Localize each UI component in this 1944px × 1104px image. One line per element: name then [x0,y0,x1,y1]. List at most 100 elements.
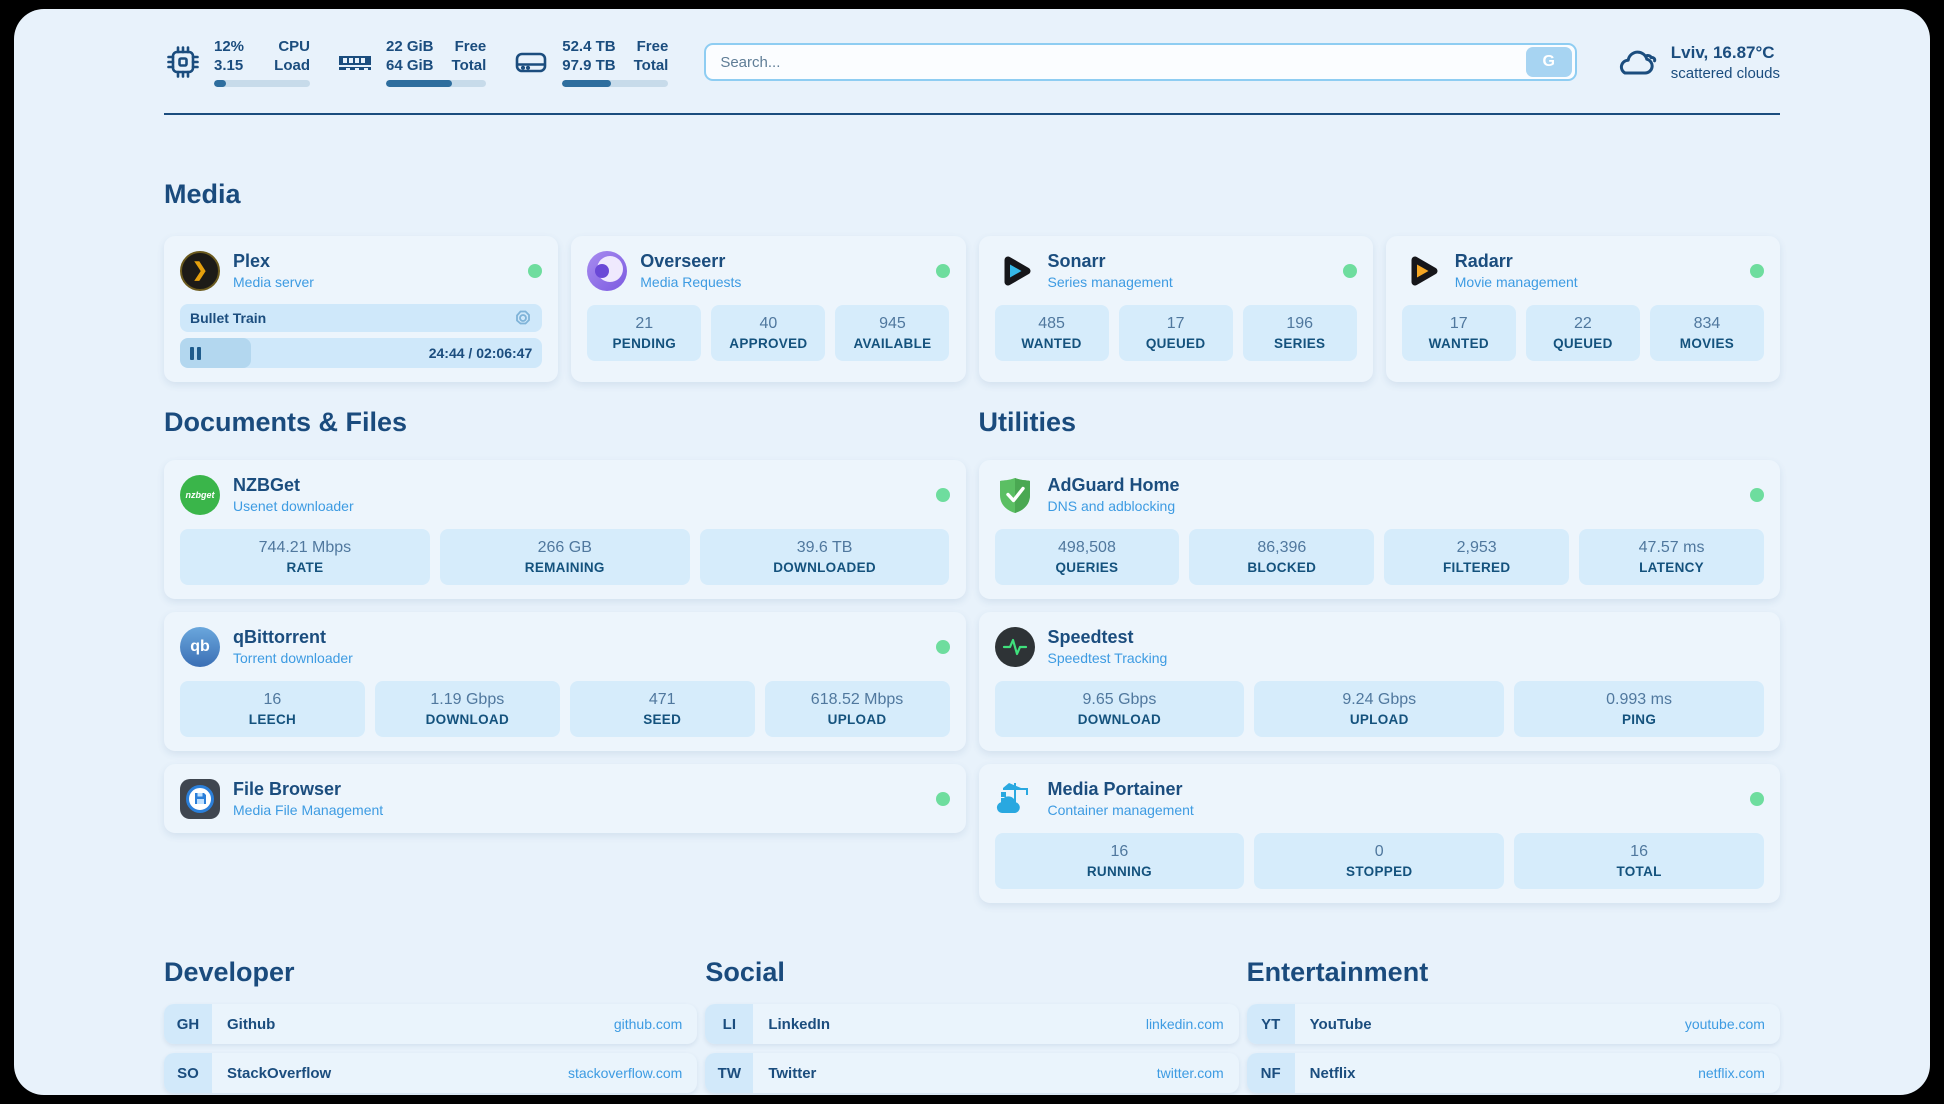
disk-progress-fill [562,80,612,87]
disk-stat: 52.4 TB 97.9 TB Free Total [512,37,669,87]
status-dot [1750,487,1764,502]
filebrowser-icon [180,778,220,819]
status-dot [935,263,950,278]
disk-progress-bar [562,80,669,87]
section-media: Media ❯ Plex Media server Bullet Train [164,179,1780,382]
app-card-speedtest[interactable]: Speedtest Speedtest Tracking 9.65 Gbps DO… [978,612,1780,751]
status-dot [1342,263,1357,278]
cloud-icon [1619,50,1656,75]
link-url: linkedin.com [1145,1016,1224,1032]
link-url: github.com [613,1016,683,1032]
stat-wanted: 485 WANTED [994,305,1109,361]
section-title-social: Social [705,957,785,987]
ram-stat: 22 GiB 64 GiB Free Total [336,37,487,87]
stat-queued: 22 QUEUED [1525,305,1640,361]
cpu-label-1: CPU [278,38,310,55]
section-title-entertainment: Entertainment [1246,957,1429,987]
app-name: File Browser [233,779,342,799]
link-prefix: TW [705,1053,754,1093]
link-name: Netflix [1309,1064,1356,1082]
cpu-percent: 12% [214,38,245,55]
now-playing-settings-icon[interactable] [514,309,532,327]
link-row-github[interactable]: GH Github github.com [164,1004,698,1044]
app-name: AdGuard Home [1047,475,1180,495]
media-grid: ❯ Plex Media server Bullet Train [164,236,1780,382]
ram-label-2: Total [451,57,487,74]
cpu-label-2: Load [274,57,310,74]
link-row-netflix[interactable]: NF Netflix netflix.com [1246,1053,1780,1093]
stat-seed: 471 SEED [569,681,755,737]
stat-downloaded: 39.6 TB DOWNLOADED [699,529,950,585]
links-columns: Developer GH Github github.com SO StackO… [164,957,1780,1095]
app-card-radarr[interactable]: Radarr Movie management 17 WANTED 22 QUEUE… [1385,236,1780,382]
overseerr-icon [587,250,628,291]
radarr-icon [1402,251,1442,291]
stat-queued: 17 QUEUED [1118,305,1233,361]
app-subtitle: Series management [1047,274,1173,290]
link-name: LinkedIn [768,1015,830,1033]
search-bar: G [704,43,1577,81]
ram-progress-bar [386,80,487,87]
stat-pending: 21 PENDING [587,305,702,361]
link-row-linkedin[interactable]: LI LinkedIn linkedin.com [705,1004,1239,1044]
google-search-button[interactable]: G [1525,47,1572,77]
stat-download: 1.19 Gbps DOWNLOAD [374,681,560,737]
app-card-filebrowser[interactable]: File Browser Media File Management [164,764,966,833]
stat-movies: 834 MOVIES [1649,305,1764,361]
app-subtitle: Media Requests [640,274,742,290]
link-prefix: NF [1246,1053,1295,1093]
app-card-nzbget[interactable]: nzbget NZBGet Usenet downloader 744.21 M… [164,460,966,599]
link-name: Github [227,1015,276,1033]
section-social: Social LI LinkedIn linkedin.com TW Twitt… [705,957,1239,1093]
stat-upload: 618.52 Mbps UPLOAD [764,681,950,737]
playback-time: 24:44 / 02:06:47 [428,345,533,361]
stat-download: 9.65 Gbps DOWNLOAD [994,681,1245,737]
link-name: StackOverflow [227,1064,332,1082]
stat-remaining: 266 GB REMAINING [439,529,690,585]
adguard-icon [995,475,1035,515]
qbittorrent-icon: qb [180,626,220,667]
app-subtitle: Movie management [1454,274,1578,290]
link-row-stackoverflow[interactable]: SO StackOverflow stackoverflow.com [164,1053,698,1093]
dashboard-page: 12% 3.15 CPU Load 22 GiB 64 GiB Free Total [14,9,1930,1095]
cpu-progress-fill [214,80,226,87]
link-url: netflix.com [1698,1065,1765,1081]
app-name: Media Portainer [1047,779,1183,799]
link-prefix: YT [1246,1004,1295,1044]
link-url: youtube.com [1684,1016,1765,1032]
header-bar: 12% 3.15 CPU Load 22 GiB 64 GiB Free Total [164,37,1780,87]
app-name: Overseerr [640,251,726,271]
app-card-sonarr[interactable]: Sonarr Series management 485 WANTED 17 QUE… [978,236,1373,382]
app-subtitle: Speedtest Tracking [1047,650,1168,666]
stat-latency: 47.57 ms LATENCY [1579,529,1764,585]
link-row-twitter[interactable]: TW Twitter twitter.com [705,1053,1239,1093]
ram-progress-fill [386,80,453,87]
middle-columns: Documents & Files nzbget NZBGet Usenet d… [164,407,1780,903]
disk-free: 52.4 TB [562,38,616,55]
app-card-overseerr[interactable]: Overseerr Media Requests 21 PENDING 40 APP… [571,236,966,382]
weather-location-temp: Lviv, 16.87°C [1670,42,1775,62]
disk-total: 97.9 TB [562,57,616,74]
now-playing-title: Bullet Train [190,310,267,326]
app-subtitle: DNS and adblocking [1047,498,1176,514]
link-prefix: SO [164,1053,212,1093]
status-dot [1750,791,1764,806]
app-card-portainer[interactable]: Media Portainer Container management 16 R… [978,764,1780,903]
status-dot [935,791,950,806]
stat-series: 196 SERIES [1242,305,1357,361]
app-card-plex[interactable]: ❯ Plex Media server Bullet Train [164,236,559,382]
search-input[interactable] [706,53,1526,71]
app-subtitle: Usenet downloader [233,498,354,514]
app-name: Radarr [1454,251,1513,271]
portainer-icon [995,779,1035,819]
app-subtitle: Torrent downloader [233,650,353,666]
pause-icon[interactable] [190,346,201,360]
link-row-youtube[interactable]: YT YouTube youtube.com [1246,1004,1780,1044]
app-card-adguard[interactable]: AdGuard Home DNS and adblocking 498,508 Q… [978,460,1780,599]
stat-rate: 744.21 Mbps RATE [180,529,430,585]
section-title-documents: Documents & Files [164,407,408,437]
app-card-qbittorrent[interactable]: qb qBittorrent Torrent downloader 16 LEEC… [164,612,966,751]
plex-icon: ❯ [180,250,220,291]
cpu-progress-bar [214,80,310,87]
stat-approved: 40 APPROVED [711,305,826,361]
